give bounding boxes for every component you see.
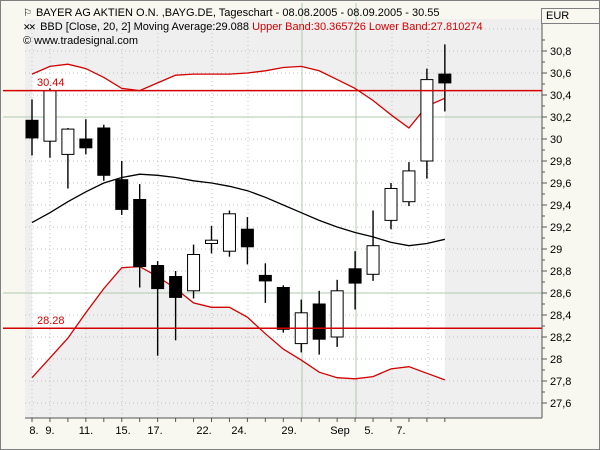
y-axis-label: 27,6: [550, 398, 571, 410]
candle-body: [169, 276, 183, 298]
indicator-label: BBD [Close, 20, 2] Moving Average:29.088: [40, 21, 250, 33]
candle-body: [402, 170, 416, 203]
y-axis-label: 29,8: [550, 156, 571, 168]
y-axis-label: 30,6: [550, 68, 571, 80]
bollinger-upper-band-line: [31, 63, 446, 129]
x-axis-label: 8.: [29, 425, 38, 437]
currency-axis-header: EUR: [541, 8, 599, 24]
candle-02.09: [366, 210, 380, 281]
candle-17.08: [151, 261, 165, 356]
chart-title: BAYER AG AKTIEN O.N. ,BAYG.DE, Tageschar…: [35, 7, 440, 19]
candle-body: [330, 290, 344, 338]
y-axis-label: 29,2: [550, 222, 571, 234]
candle-19.08: [187, 244, 201, 299]
candle-07.09: [420, 68, 434, 179]
candle-26.08: [276, 285, 290, 333]
x-axis-label: 22.: [196, 425, 211, 437]
candle-11.08: [79, 119, 93, 155]
candle-body: [276, 287, 290, 330]
candle-08.09: [438, 44, 452, 112]
currency-label: EUR: [546, 10, 570, 22]
bands-label: Upper Band:30.365726 Lower Band:27.81027…: [252, 21, 483, 33]
candle-body: [97, 127, 111, 176]
x-axis-label: 24.: [231, 425, 246, 437]
candle-22.08: [205, 225, 218, 254]
candle-16.08: [133, 184, 147, 288]
candle-15.08: [115, 161, 129, 215]
y-axis-label: 28: [550, 354, 562, 366]
candle-09.08: [43, 88, 57, 158]
candle-body: [420, 79, 434, 162]
candle-body: [133, 199, 147, 268]
candle-body: [438, 73, 452, 84]
candle-body: [43, 90, 57, 142]
x-axis-label: 15.: [115, 425, 130, 437]
candle-body: [151, 265, 165, 290]
x-axis-label: 9.: [45, 425, 54, 437]
x-axis-label: 17.: [147, 425, 162, 437]
candle-30.08: [312, 290, 326, 355]
x-axis-label: 7.: [396, 425, 405, 437]
candle-body: [240, 228, 254, 248]
chart-title-bar: ⚐ BAYER AG AKTIEN O.N. ,BAYG.DE, Tagescha…: [23, 7, 440, 20]
y-axis-label: 28,6: [550, 288, 571, 300]
y-axis-label: 29,4: [550, 200, 571, 212]
candle-31.08: [330, 279, 344, 347]
y-axis-label: 27,8: [550, 376, 571, 388]
y-axis-label: 29: [550, 244, 562, 256]
candle-24.08: [240, 217, 254, 265]
y-axis-label: 29,6: [550, 178, 571, 190]
indicator-icon: ✕✕: [23, 22, 36, 32]
x-axis-label: 11.: [79, 425, 93, 437]
candle-body: [348, 268, 362, 284]
candle-body: [25, 119, 39, 139]
y-axis-label: 28,8: [550, 266, 571, 278]
candle-body: [79, 138, 93, 149]
y-axis-label: 30,2: [550, 112, 571, 124]
candle-10.08: [61, 128, 75, 189]
candle-body: [115, 179, 129, 210]
indicator-legend: ✕✕ BBD [Close, 20, 2] Moving Average:29.0…: [23, 21, 483, 34]
candle-body: [205, 239, 218, 244]
x-axis-label: Sep: [330, 425, 350, 437]
candle-25.08: [258, 263, 272, 303]
copyright-label: © www.tradesignal.com: [23, 35, 139, 47]
candle-body: [366, 245, 380, 275]
y-axis-label: 30,4: [550, 90, 571, 102]
candle-06.09: [402, 162, 416, 207]
candle-01.09: [348, 251, 362, 310]
y-axis-label: 30,8: [550, 46, 571, 58]
candle-body: [384, 188, 398, 221]
candle-12.08: [97, 124, 111, 181]
support-line-label: 28.28: [37, 315, 65, 327]
candle-body: [61, 128, 75, 155]
candle-body: [258, 274, 272, 282]
y-axis-label: 30: [550, 134, 562, 146]
candle-05.09: [384, 183, 398, 230]
flag-icon: ⚐: [23, 8, 32, 19]
candle-body: [187, 254, 201, 292]
candle-08.08: [25, 99, 39, 156]
resistance-line-label: 30.44: [37, 77, 65, 89]
bollinger-lower-band-line: [31, 265, 446, 381]
x-axis-label: 5.: [364, 425, 373, 437]
y-axis-label: 28,2: [550, 332, 571, 344]
candle-body: [312, 303, 326, 340]
moving-average-line: [31, 173, 445, 247]
x-axis-label: 29.: [281, 425, 296, 437]
y-axis-label: 28,4: [550, 310, 571, 322]
candle-23.08: [222, 210, 236, 257]
candle-body: [222, 213, 236, 252]
